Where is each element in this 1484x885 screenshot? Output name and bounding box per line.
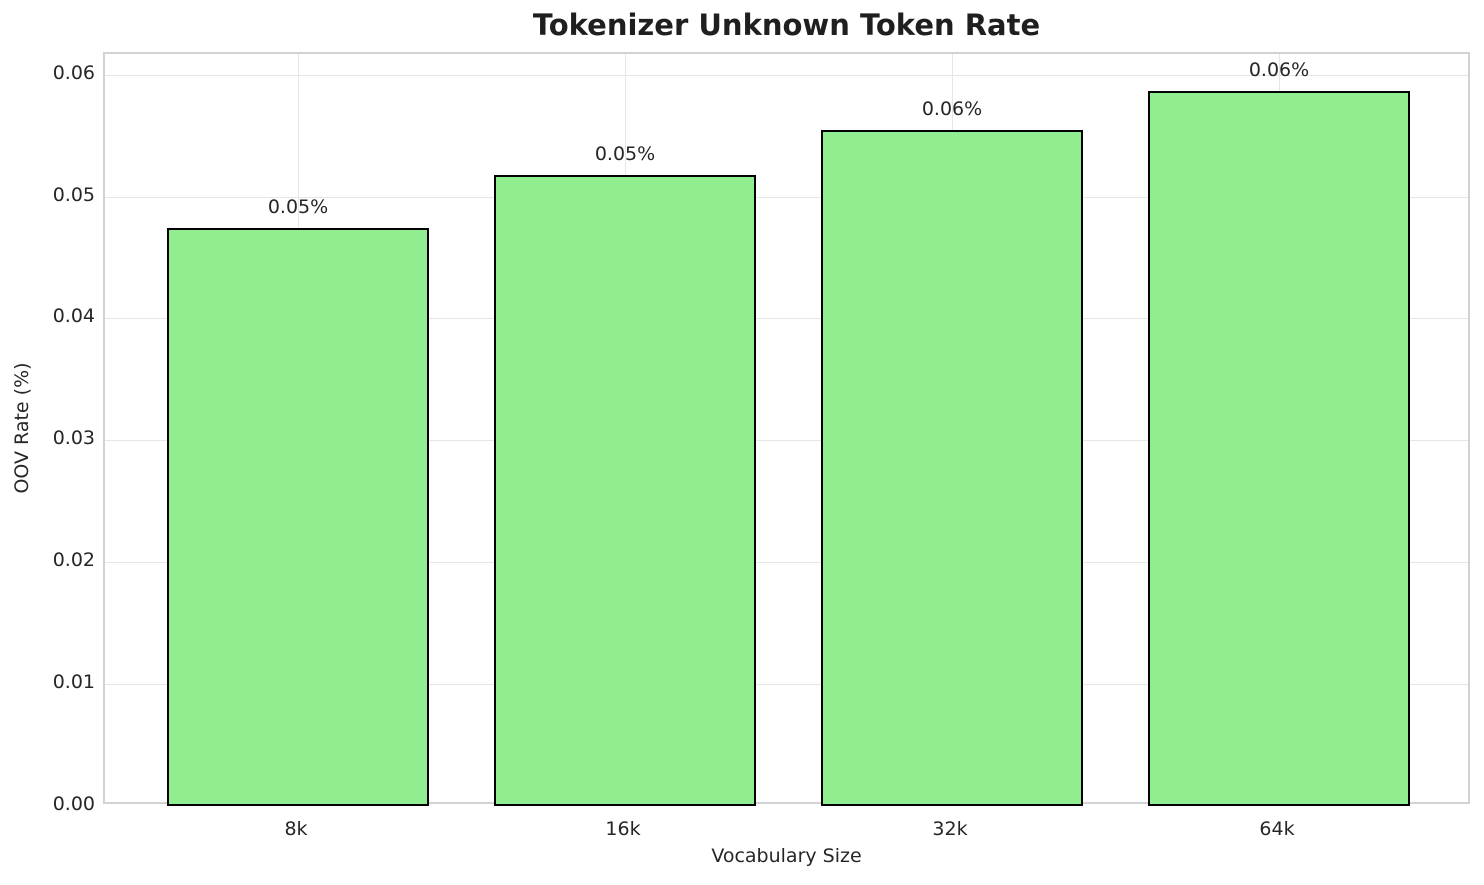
h-gridline (105, 318, 1468, 319)
x-axis-label: Vocabulary Size (711, 845, 862, 867)
bar-8k (167, 228, 429, 806)
x-tick-label-16k: 16k (605, 818, 641, 840)
bar-value-label: 0.05% (594, 143, 656, 165)
x-tick-label-64k: 64k (1259, 818, 1295, 840)
x-tick-label-32k: 32k (932, 818, 968, 840)
x-tick-label-8k: 8k (284, 818, 308, 840)
plot-area: 0.05% 0.05% 0.06% 0.06% (103, 52, 1470, 806)
y-tick-label: 0.01 (52, 671, 95, 693)
bar-value-label: 0.06% (921, 98, 983, 120)
y-tick-label: 0.00 (52, 793, 95, 815)
bar-value-label: 0.06% (1248, 59, 1310, 81)
h-gridline (105, 684, 1468, 685)
y-tick-label: 0.03 (52, 427, 95, 449)
y-tick-label: 0.06 (52, 62, 95, 84)
h-gridline (105, 440, 1468, 441)
bar-64k (1148, 91, 1410, 806)
y-tick-label: 0.02 (52, 549, 95, 571)
y-tick-label: 0.04 (52, 305, 95, 327)
chart-title: Tokenizer Unknown Token Rate (532, 8, 1041, 42)
h-gridline (105, 75, 1468, 76)
bar-32k (821, 130, 1083, 806)
y-tick-label: 0.05 (52, 184, 95, 206)
h-gridline (105, 562, 1468, 563)
bar-16k (494, 175, 756, 806)
bars-layer: 0.05% 0.05% 0.06% 0.06% (105, 54, 1468, 806)
h-gridline (105, 197, 1468, 198)
bar-value-label: 0.05% (267, 196, 329, 218)
